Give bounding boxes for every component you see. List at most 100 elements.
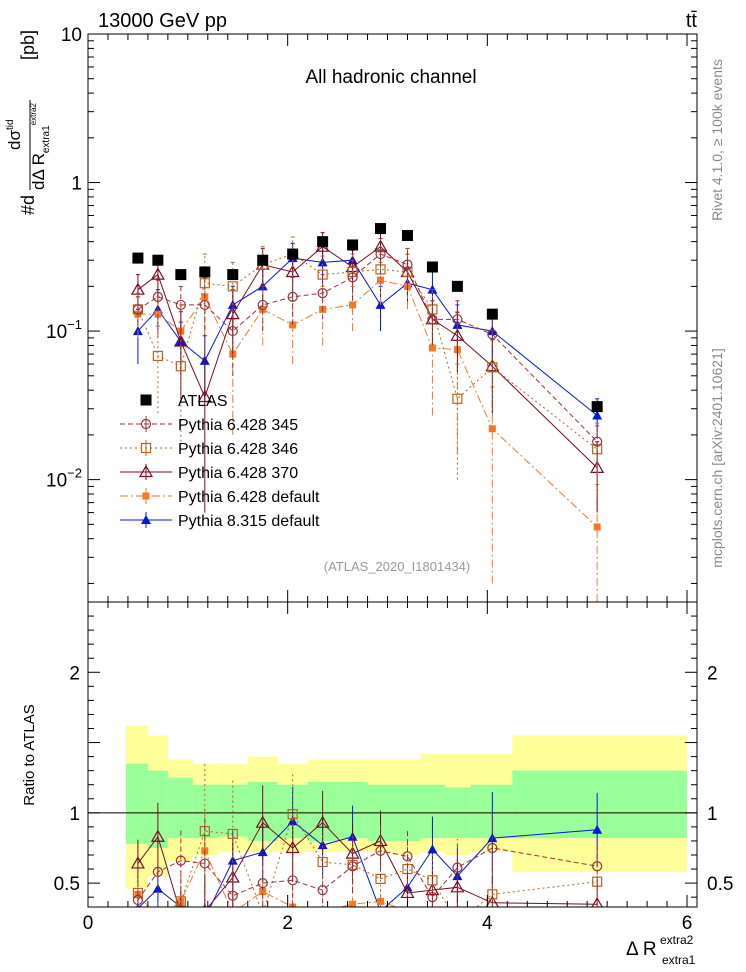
point-ATLAS [375, 223, 387, 235]
ratio-point-p8 [380, 906, 381, 907]
point-p345 [257, 299, 268, 311]
point-p345 [199, 299, 210, 311]
channel-label: All hadronic channel [305, 67, 476, 88]
point-p345 [287, 291, 298, 302]
ratio-point-p345 [375, 845, 386, 856]
ratio-point-p345 [199, 858, 210, 869]
point-ATLAS [486, 308, 498, 320]
y-tick-label: 10 [61, 25, 82, 46]
legend-label-p370: Pythia 6.428 370 [178, 465, 298, 482]
point-ATLAS [132, 252, 144, 264]
point-ATLAS [591, 401, 603, 413]
point-p345 [452, 314, 463, 325]
y-tick-label: 10−2 [46, 466, 82, 492]
ratio-point-p6def [594, 927, 601, 934]
ratio-point-p345 [287, 875, 298, 886]
energy-label: 13000 GeV pp [98, 10, 227, 32]
x-tick-label: 6 [682, 913, 693, 934]
point-p345 [347, 272, 358, 283]
point-p346 [227, 281, 238, 292]
legend-marker-ATLAS [140, 394, 152, 406]
ratio-point-p370 [400, 885, 415, 899]
x-tick-label: 0 [83, 913, 94, 934]
legend-label-p345: Pythia 6.428 345 [178, 417, 298, 434]
legend-label-p6def: Pythia 6.428 default [178, 489, 320, 506]
y-title-numerator: dσtid [5, 119, 24, 150]
ratio-point-p346 [317, 856, 328, 868]
rivet-side-label: Rivet 4.1.0, ≥ 100k events [709, 59, 725, 221]
point-p6def [154, 310, 162, 318]
series-p345 [132, 238, 603, 463]
ratio-point-p345 [317, 885, 328, 896]
line-p345 [137, 253, 598, 443]
ratio-point-p345 [132, 894, 144, 906]
point-p345 [487, 329, 498, 340]
legend-marker-p346 [140, 442, 152, 454]
point-ATLAS [426, 261, 438, 273]
ratio-point-p345 [227, 890, 238, 901]
main-y-axis-title: #d dσtid dΔ Rextra1extra2 [pb] [5, 30, 52, 215]
ratio-point-p8 [592, 824, 603, 834]
ratio-point-p345 [347, 861, 358, 872]
point-p8 [592, 410, 603, 420]
series-ATLAS [132, 223, 603, 413]
ratio-y-tick-label: 0.5 [54, 874, 80, 895]
ratio-point-p8 [200, 913, 210, 922]
ratio-point-p6def [349, 900, 357, 907]
band-inner-bin [512, 770, 688, 839]
point-p345 [175, 299, 186, 311]
ratio-y-tick-label-right: 2 [707, 663, 718, 684]
ratio-point-p346 [287, 809, 298, 820]
ratio-point-p370 [130, 856, 145, 869]
ratio-y-tick-label: 2 [69, 663, 80, 684]
point-p346 [487, 362, 498, 373]
ratio-point-p346 [487, 889, 498, 900]
ratio-point-p346 [427, 875, 438, 886]
ratio-point-p6def [454, 908, 461, 915]
point-p6def [377, 276, 385, 284]
band-inner-bin [470, 784, 513, 839]
point-p345 [427, 314, 438, 325]
svg-text:[pb]: [pb] [18, 30, 38, 60]
point-p6def [488, 425, 496, 433]
ratio-point-p370 [485, 895, 499, 907]
ratio-y-axis-title: Ratio to ATLAS [21, 704, 38, 805]
legend-entry-p346: Pythia 6.428 346 [120, 440, 298, 458]
ratio-point-p345 [592, 861, 603, 872]
ratio-point-p345 [402, 851, 413, 862]
legend-entry-p8: Pythia 8.315 default [120, 512, 320, 530]
point-p345 [375, 248, 386, 260]
point-p345 [152, 291, 163, 302]
point-p370 [197, 389, 212, 403]
ratio-point-p370 [591, 896, 603, 907]
point-p6def [349, 301, 357, 309]
ratio-point-p6def [429, 912, 436, 919]
ratio-point-p370 [150, 829, 165, 842]
source-side-label: mcplots.cern.ch [arXiv:2401.10621] [709, 348, 725, 567]
legend-label-p8: Pythia 8.315 default [178, 513, 320, 530]
ratio-panel-series [88, 761, 697, 934]
ratio-point-p345 [152, 866, 163, 877]
ratio-y-tick-label-right: 1 [707, 804, 718, 825]
legend-entry-p345: Pythia 6.428 345 [120, 416, 298, 434]
point-ATLAS [347, 239, 359, 251]
analysis-id: (ATLAS_2020_I1801434) [324, 559, 470, 574]
ratio-point-p346 [258, 910, 267, 919]
ratio-point-p370 [255, 815, 270, 828]
point-ATLAS [287, 248, 299, 260]
point-p345 [132, 304, 144, 315]
ratio-point-p6def [404, 908, 411, 915]
legend: ATLAS Pythia 6.428 345 Pythia 6.428 346 Pyt… [120, 393, 320, 530]
point-p345 [402, 259, 413, 270]
point-p370 [150, 267, 165, 280]
y-tick-label: 10−1 [46, 317, 82, 343]
ratio-point-p346 [227, 828, 238, 840]
point-ATLAS [199, 266, 211, 278]
ratio-point-p346 [453, 918, 462, 927]
ratio-frame [87, 601, 698, 908]
ratio-point-p345 [427, 892, 438, 903]
point-p346 [152, 350, 163, 362]
ratio-point-p6def [259, 888, 267, 896]
ratio-point-p370 [315, 815, 330, 828]
